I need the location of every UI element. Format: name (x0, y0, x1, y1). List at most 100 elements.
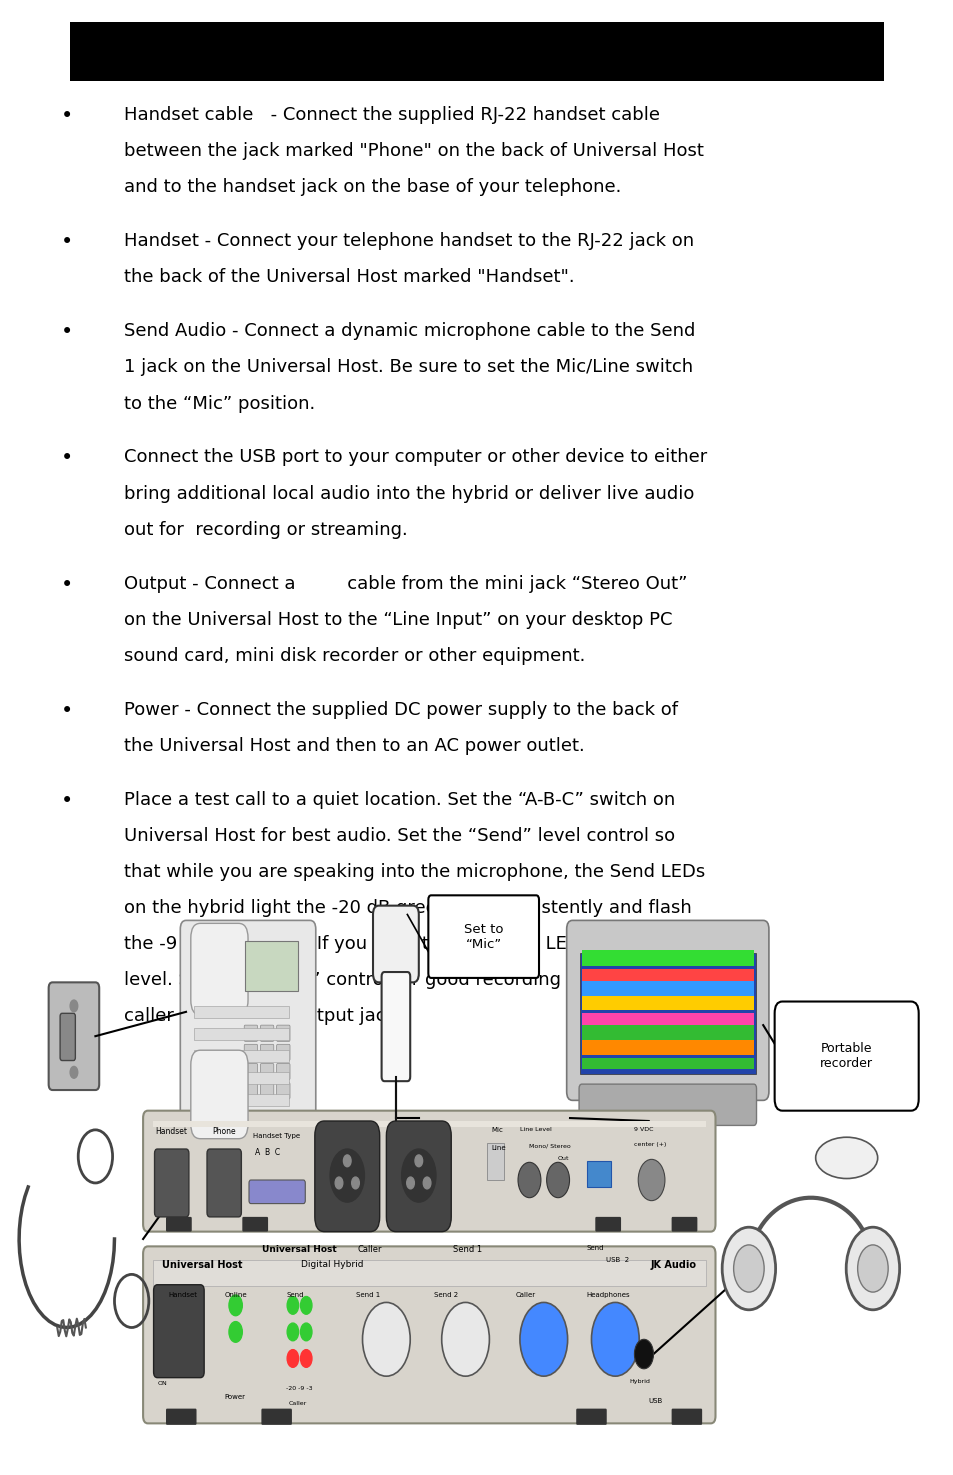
FancyBboxPatch shape (260, 1025, 274, 1041)
Text: ON: ON (157, 1381, 167, 1385)
Text: the Universal Host and then to an AC power outlet.: the Universal Host and then to an AC pow… (124, 736, 584, 755)
Circle shape (638, 1159, 664, 1201)
Circle shape (287, 1350, 298, 1367)
Text: Mic: Mic (491, 1127, 502, 1133)
FancyBboxPatch shape (581, 994, 753, 1010)
FancyBboxPatch shape (60, 1013, 75, 1061)
FancyBboxPatch shape (576, 1409, 606, 1425)
Text: •: • (61, 448, 72, 469)
Circle shape (519, 1302, 567, 1376)
FancyBboxPatch shape (244, 1044, 257, 1061)
FancyBboxPatch shape (581, 1019, 753, 1040)
FancyBboxPatch shape (245, 941, 297, 991)
Text: between the jack marked "Phone" on the back of Universal Host: between the jack marked "Phone" on the b… (124, 142, 703, 161)
Text: on the Universal Host to the “Line Input” on your desktop PC: on the Universal Host to the “Line Input… (124, 611, 672, 628)
FancyBboxPatch shape (244, 1025, 257, 1041)
FancyBboxPatch shape (381, 972, 410, 1081)
Circle shape (330, 1149, 364, 1202)
FancyBboxPatch shape (193, 1028, 289, 1040)
Text: Digital Hybrid: Digital Hybrid (300, 1260, 363, 1268)
FancyBboxPatch shape (191, 923, 248, 1015)
FancyBboxPatch shape (244, 1063, 257, 1080)
Circle shape (287, 1323, 298, 1341)
Circle shape (406, 1177, 414, 1189)
Circle shape (362, 1302, 410, 1376)
Text: Handset: Handset (155, 1127, 188, 1136)
Text: 1 jack on the Universal Host. Be sure to set the Mic/Line switch: 1 jack on the Universal Host. Be sure to… (124, 358, 693, 376)
FancyBboxPatch shape (154, 1149, 189, 1217)
Text: Power - Connect the supplied DC power supply to the back of: Power - Connect the supplied DC power su… (124, 701, 678, 718)
Text: -20 -9 -3: -20 -9 -3 (286, 1386, 313, 1391)
Circle shape (721, 1227, 775, 1310)
Text: Handset cable   - Connect the supplied RJ-22 handset cable: Handset cable - Connect the supplied RJ-… (124, 106, 659, 124)
Text: Handset - Connect your telephone handset to the RJ-22 jack on: Handset - Connect your telephone handset… (124, 232, 694, 251)
FancyBboxPatch shape (180, 920, 315, 1145)
FancyBboxPatch shape (276, 1044, 290, 1061)
Text: Send 1: Send 1 (355, 1292, 379, 1298)
Text: Send: Send (586, 1245, 603, 1251)
Circle shape (517, 1162, 540, 1198)
Text: •: • (61, 574, 72, 594)
FancyBboxPatch shape (249, 1180, 305, 1204)
FancyBboxPatch shape (193, 1006, 289, 1018)
FancyBboxPatch shape (261, 1409, 292, 1425)
Text: Caller: Caller (357, 1245, 382, 1254)
Text: the back of the Universal Host marked "Handset".: the back of the Universal Host marked "H… (124, 268, 574, 286)
FancyBboxPatch shape (193, 1072, 289, 1084)
Text: •: • (61, 106, 72, 127)
Circle shape (343, 1155, 351, 1167)
Text: Hybrid: Hybrid (629, 1379, 650, 1384)
FancyBboxPatch shape (671, 1409, 701, 1425)
Text: Universal Host: Universal Host (162, 1260, 242, 1270)
Text: Output - Connect a         cable from the mini jack “Stereo Out”: Output - Connect a cable from the mini j… (124, 574, 687, 593)
FancyBboxPatch shape (49, 982, 99, 1090)
FancyBboxPatch shape (207, 1149, 241, 1217)
FancyBboxPatch shape (152, 1260, 705, 1286)
FancyBboxPatch shape (578, 1084, 756, 1125)
Text: Portable
recorder: Portable recorder (820, 1043, 872, 1069)
Text: Caller: Caller (289, 1401, 307, 1406)
FancyBboxPatch shape (671, 1217, 697, 1232)
Text: •: • (61, 322, 72, 342)
Text: that while you are speaking into the microphone, the Send LEDs: that while you are speaking into the mic… (124, 863, 704, 881)
FancyBboxPatch shape (276, 1025, 290, 1041)
FancyBboxPatch shape (260, 1083, 274, 1099)
Circle shape (415, 1155, 422, 1167)
FancyBboxPatch shape (260, 1044, 274, 1061)
FancyBboxPatch shape (193, 1050, 289, 1062)
FancyBboxPatch shape (244, 1083, 257, 1099)
FancyBboxPatch shape (191, 1050, 248, 1139)
FancyBboxPatch shape (428, 895, 538, 978)
Text: Handset Type: Handset Type (253, 1133, 299, 1139)
Text: Line: Line (491, 1145, 505, 1151)
Text: USB  2: USB 2 (605, 1257, 628, 1263)
Circle shape (634, 1339, 653, 1369)
Text: Universal Host: Universal Host (262, 1245, 336, 1254)
Ellipse shape (815, 1137, 877, 1179)
Circle shape (229, 1322, 242, 1342)
FancyBboxPatch shape (581, 1058, 753, 1069)
Text: to the “Mic” position.: to the “Mic” position. (124, 394, 314, 413)
Text: the -9 dB green LED. If you flash the -3 dB red LED, lower the: the -9 dB green LED. If you flash the -3… (124, 935, 677, 953)
Text: Send 2: Send 2 (434, 1292, 457, 1298)
Circle shape (401, 1149, 436, 1202)
Circle shape (591, 1302, 639, 1376)
Text: Caller: Caller (515, 1292, 535, 1298)
Text: and to the handset jack on the base of your telephone.: and to the handset jack on the base of y… (124, 178, 620, 196)
Text: A  B  C: A B C (254, 1148, 279, 1156)
Circle shape (335, 1177, 342, 1189)
Text: on the hybrid light the -20 dB green LED consistently and flash: on the hybrid light the -20 dB green LED… (124, 898, 691, 917)
Circle shape (229, 1295, 242, 1316)
Circle shape (352, 1177, 359, 1189)
Circle shape (70, 1066, 77, 1078)
Circle shape (300, 1350, 312, 1367)
Circle shape (845, 1227, 899, 1310)
FancyBboxPatch shape (143, 1246, 715, 1423)
FancyBboxPatch shape (152, 1121, 705, 1127)
Text: Set to
“Mic”: Set to “Mic” (463, 923, 503, 950)
Circle shape (441, 1302, 489, 1376)
Text: Phone: Phone (213, 1127, 235, 1136)
Text: 9 VDC: 9 VDC (634, 1127, 653, 1131)
Text: bring additional local audio into the hybrid or deliver live audio: bring additional local audio into the hy… (124, 484, 694, 503)
Circle shape (733, 1245, 763, 1292)
